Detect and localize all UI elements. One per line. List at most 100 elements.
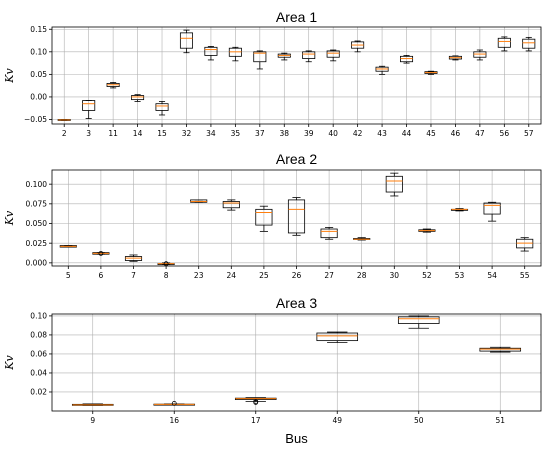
box-iqr [385,175,403,193]
box-14 [131,94,145,102]
x-tick-label: 55 [520,271,530,280]
y-tick-label: 0.02 [30,388,47,397]
x-tick-label: 40 [328,129,338,138]
x-tick-label: 5 [66,271,71,280]
box-iqr [222,201,240,209]
box-16 [153,400,196,406]
x-tick-label: 15 [157,129,167,138]
box-56 [497,36,511,52]
box-27 [320,227,338,240]
axes-frame [51,313,542,412]
box-6 [92,251,110,256]
box-2 [57,119,71,121]
box-iqr [497,37,511,48]
box-iqr [316,332,359,342]
chart-panel-1: Area 1 −0.05 0.00 0.05 0.10 0.15 2 3 11 14 15 32 34 3… [3,9,542,138]
y-tick-label: 0.06 [30,350,47,359]
x-tick-label: 27 [324,271,334,280]
chart-panel-2: Area 2 0.000 0.025 0.050 0.075 0.100 5 6 7 8 23 24 2… [3,151,542,280]
x-tick-label: 39 [304,129,314,138]
box-55 [516,237,534,252]
x-tick-label: 37 [255,129,265,138]
box-42 [351,40,365,53]
axes-frame [51,169,542,267]
box-iqr [522,38,536,49]
x-tick-label: 23 [194,271,204,280]
x-tick-label: 16 [169,416,179,425]
x-tick-label: 24 [227,271,237,280]
box-23 [190,199,208,203]
box-28 [353,237,371,241]
box-34 [204,46,218,61]
y-tick-label: 0.050 [26,219,48,228]
y-tick-label: 0.025 [26,239,48,248]
x-tick-label: 2 [62,129,67,138]
x-tick-label: 3 [86,129,91,138]
box-iqr [155,103,169,111]
y-tick-label: 0.05 [30,70,47,79]
box-9 [71,403,114,406]
x-tick-label: 53 [455,271,465,280]
x-tick-label: 52 [422,271,432,280]
x-tick-label: 47 [475,129,485,138]
box-47 [473,49,487,61]
x-tick-label: 35 [231,129,241,138]
x-tick-label: 9 [90,416,95,425]
box-iqr [326,50,340,58]
x-tick-label: 50 [414,416,424,425]
panels: Area 1−0.050.000.050.100.152 3 11 14 15 32 34 3… [3,9,542,446]
box-57 [522,36,536,52]
box-54 [483,201,501,222]
box-43 [375,65,389,75]
box-24 [222,199,240,211]
y-axis-label: Kv [3,355,16,371]
x-tick-label: 7 [131,271,136,280]
y-tick-label: 0.04 [30,369,47,378]
box-49 [316,331,359,343]
chart-title: Area 3 [276,295,317,311]
box-iqr [179,32,193,49]
y-tick-label: 0.075 [26,199,48,208]
y-tick-label: 0.000 [26,258,48,267]
box-11 [106,82,120,89]
box-40 [326,49,340,62]
box-iqr [131,95,145,101]
y-tick-label: 0.10 [30,312,47,321]
box-45 [424,70,438,75]
box-46 [448,55,462,61]
box-30 [385,172,403,197]
box-iqr [287,199,306,234]
box-iqr [253,51,267,63]
x-tick-label: 26 [292,271,302,280]
box-iqr [82,100,96,111]
y-axis-label: Kv [3,68,16,84]
box-15 [155,101,169,116]
axes-frame [51,26,542,125]
x-tick-label: 14 [133,129,143,138]
x-tick-label: 34 [206,129,216,138]
box-3 [82,100,96,119]
x-tick-label: 25 [259,271,269,280]
x-tick-label: 42 [353,129,363,138]
box-37 [253,50,267,70]
y-axis-label: Kv [3,210,16,226]
box-50 [397,315,440,329]
x-axis-label: Bus [285,431,308,446]
box-iqr [397,316,440,324]
y-tick-label: 0.15 [30,25,47,34]
box-32 [179,29,193,54]
box-iqr [204,46,218,56]
y-tick-label: 0.00 [30,93,47,102]
x-tick-label: 28 [357,271,367,280]
box-iqr [255,208,273,226]
box-iqr [483,202,501,215]
chart-panel-3: Area 3 0.02 0.04 0.06 0.08 0.10 9 16 17 49 50 51 Kv B… [3,295,542,446]
y-tick-label: 0.08 [30,331,47,340]
x-tick-label: 17 [251,416,261,425]
y-tick-label: −0.05 [24,115,47,124]
y-tick-label: 0.10 [30,47,47,56]
outlier-point [253,399,259,404]
box-39 [302,50,316,63]
box-iqr [320,228,338,239]
